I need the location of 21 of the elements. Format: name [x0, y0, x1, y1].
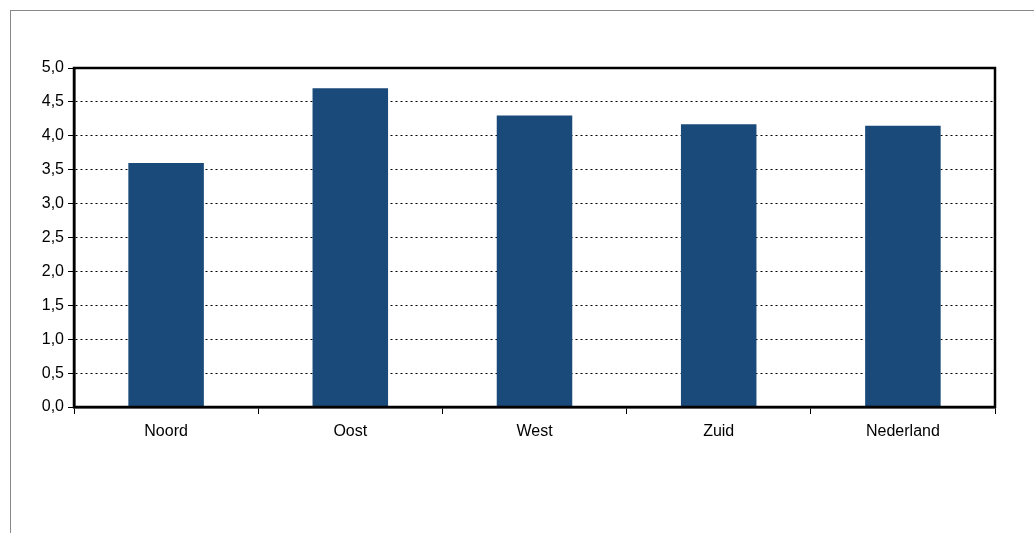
- y-tick-label: 0,0: [41, 397, 65, 415]
- y-tick-label: 2,0: [41, 261, 65, 279]
- bar: [128, 162, 204, 407]
- y-tick-label: 3,0: [41, 194, 65, 212]
- bar: [865, 125, 941, 407]
- x-tick-label: West: [516, 422, 554, 440]
- y-tick-label: 5,0: [41, 58, 65, 76]
- bar: [680, 124, 757, 407]
- x-tick-label: Noord: [144, 422, 188, 440]
- bar: [312, 88, 389, 407]
- y-tick-label: 4,0: [41, 126, 65, 144]
- y-tick-label: 3,5: [41, 160, 65, 178]
- bar: [496, 115, 573, 407]
- y-tick-label: 1,5: [41, 295, 65, 313]
- x-tick-label: Nederland: [865, 422, 940, 440]
- y-tick-label: 4,5: [41, 92, 65, 110]
- x-tick-label: Zuid: [703, 422, 735, 440]
- y-tick-label: 1,0: [41, 329, 65, 347]
- y-tick-label: 2,5: [41, 227, 65, 245]
- x-tick-label: Oost: [333, 422, 368, 440]
- y-tick-label: 0,5: [41, 363, 65, 381]
